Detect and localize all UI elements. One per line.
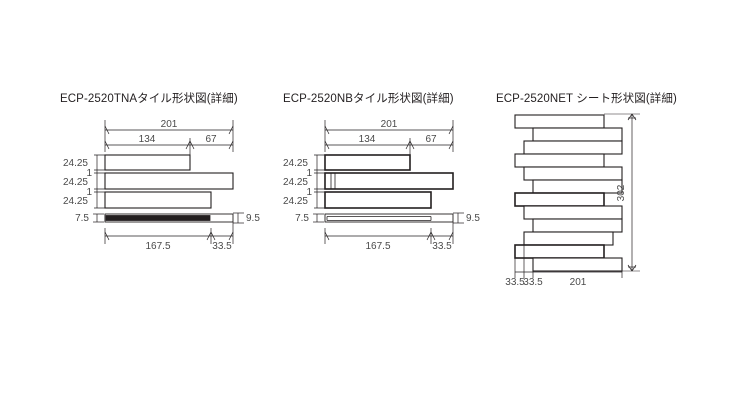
net-dim-201: 201 — [570, 277, 587, 288]
tna-dim-v-3: 24.25 — [63, 196, 88, 207]
nb-dim-201: 201 — [381, 119, 398, 130]
nb-dim-v-gap-2: 1 — [306, 187, 312, 198]
net-dim-33-5-b: 33.5 — [523, 277, 543, 288]
panel-net-title: ECP-2520NET シート形状図(詳細) — [496, 93, 677, 105]
tna-dim-v-2: 24.25 — [63, 177, 88, 188]
panel-tna: ECP-2520TNAタイル形状図(詳細) 201 134 67 — [0, 0, 260, 280]
net-row — [514, 244, 605, 259]
tna-tile-row-1 — [104, 154, 191, 171]
tna-dim-33-5: 33.5 — [212, 241, 232, 252]
net-row — [523, 205, 623, 220]
tna-dim-167-5: 167.5 — [145, 241, 170, 252]
panel-tna-drawing: 201 134 67 24.25 1 24.25 1 24.25 — [63, 119, 260, 252]
nb-dim-67: 67 — [425, 134, 437, 145]
nb-dim-7-5: 7.5 — [295, 213, 309, 224]
nb-dim-v-1: 24.25 — [283, 158, 308, 169]
net-dim-302: 302 — [616, 184, 627, 201]
tna-dim-67: 67 — [205, 134, 217, 145]
nb-dim-167-5: 167.5 — [365, 241, 390, 252]
net-dim-33-5-a: 33.5 — [505, 277, 525, 288]
nb-dim-134: 134 — [359, 134, 376, 145]
nb-tile-row-2 — [324, 172, 454, 190]
tna-base-band-fill — [105, 215, 211, 221]
net-sheet-rows — [514, 114, 623, 272]
nb-tile-row-1 — [324, 154, 411, 171]
nb-dim-9-5: 9.5 — [466, 213, 480, 224]
nb-dim-v-gap-1: 1 — [306, 168, 312, 179]
net-row — [514, 153, 605, 168]
nb-base-plate — [324, 213, 454, 223]
nb-dim-v-3: 24.25 — [283, 196, 308, 207]
net-row — [523, 166, 623, 181]
tna-dim-9-5: 9.5 — [246, 213, 260, 224]
tna-dim-7-5: 7.5 — [75, 213, 89, 224]
tna-tile-row-2 — [104, 172, 234, 190]
panel-net-drawing: 302 33.5 33.5 201 — [505, 113, 640, 288]
panel-tna-title: ECP-2520TNAタイル形状図(詳細) — [60, 93, 238, 105]
net-row — [523, 140, 623, 155]
tna-dim-v-1: 24.25 — [63, 158, 88, 169]
nb-dim-33-5: 33.5 — [432, 241, 452, 252]
tna-dim-201: 201 — [161, 119, 178, 130]
net-row — [523, 231, 614, 246]
panel-nb-drawing: 201 134 67 24.25 1 24.25 1 24.25 — [283, 119, 480, 252]
tna-dim-134: 134 — [139, 134, 156, 145]
net-row — [532, 257, 623, 272]
panel-net: ECP-2520NET シート形状図(詳細) 302 — [480, 0, 740, 290]
net-row — [532, 218, 623, 233]
net-row — [514, 114, 605, 129]
net-row — [532, 127, 623, 142]
tna-tile-row-3 — [104, 191, 212, 209]
tna-dim-v-gap-2: 1 — [86, 187, 92, 198]
nb-dim-v-2: 24.25 — [283, 177, 308, 188]
net-row — [532, 179, 623, 194]
panel-nb: ECP-2520NBタイル形状図(詳細) 201 134 67 — [220, 0, 480, 280]
panel-nb-title: ECP-2520NBタイル形状図(詳細) — [283, 93, 454, 105]
net-row — [514, 192, 605, 207]
nb-tile-row-3 — [324, 191, 432, 209]
tna-dim-v-gap-1: 1 — [86, 168, 92, 179]
